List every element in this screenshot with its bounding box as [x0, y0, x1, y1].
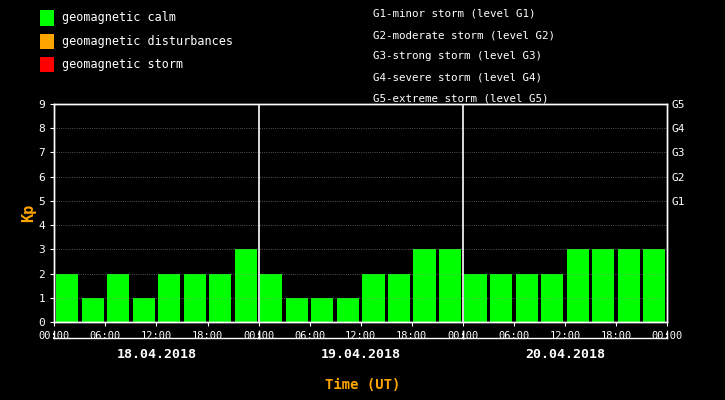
- Bar: [107, 274, 129, 322]
- Text: geomagnetic disturbances: geomagnetic disturbances: [62, 35, 233, 48]
- Text: 18.04.2018: 18.04.2018: [117, 348, 196, 360]
- Text: G2-moderate storm (level G2): G2-moderate storm (level G2): [373, 30, 555, 40]
- Bar: [490, 274, 512, 322]
- Bar: [82, 298, 104, 322]
- Text: geomagnetic calm: geomagnetic calm: [62, 12, 175, 24]
- Text: G4-severe storm (level G4): G4-severe storm (level G4): [373, 73, 542, 83]
- Bar: [439, 249, 461, 322]
- Bar: [183, 274, 206, 322]
- Text: G1-minor storm (level G1): G1-minor storm (level G1): [373, 9, 536, 19]
- Bar: [133, 298, 154, 322]
- Bar: [618, 249, 639, 322]
- Text: Time (UT): Time (UT): [325, 378, 400, 392]
- Bar: [515, 274, 538, 322]
- Bar: [567, 249, 589, 322]
- Bar: [311, 298, 334, 322]
- Bar: [235, 249, 257, 322]
- Bar: [541, 274, 563, 322]
- Bar: [362, 274, 384, 322]
- Bar: [56, 274, 78, 322]
- Text: 19.04.2018: 19.04.2018: [320, 348, 401, 360]
- Text: 20.04.2018: 20.04.2018: [525, 348, 605, 360]
- Bar: [413, 249, 436, 322]
- Bar: [337, 298, 359, 322]
- Text: G5-extreme storm (level G5): G5-extreme storm (level G5): [373, 94, 549, 104]
- Text: geomagnetic storm: geomagnetic storm: [62, 58, 183, 71]
- Bar: [592, 249, 614, 322]
- Bar: [210, 274, 231, 322]
- Bar: [465, 274, 486, 322]
- Bar: [643, 249, 666, 322]
- Bar: [158, 274, 181, 322]
- Bar: [286, 298, 308, 322]
- Text: G3-strong storm (level G3): G3-strong storm (level G3): [373, 51, 542, 61]
- Y-axis label: Kp: Kp: [21, 204, 36, 222]
- Bar: [260, 274, 283, 322]
- Bar: [388, 274, 410, 322]
